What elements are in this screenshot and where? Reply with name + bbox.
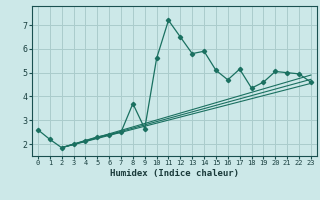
X-axis label: Humidex (Indice chaleur): Humidex (Indice chaleur) <box>110 169 239 178</box>
